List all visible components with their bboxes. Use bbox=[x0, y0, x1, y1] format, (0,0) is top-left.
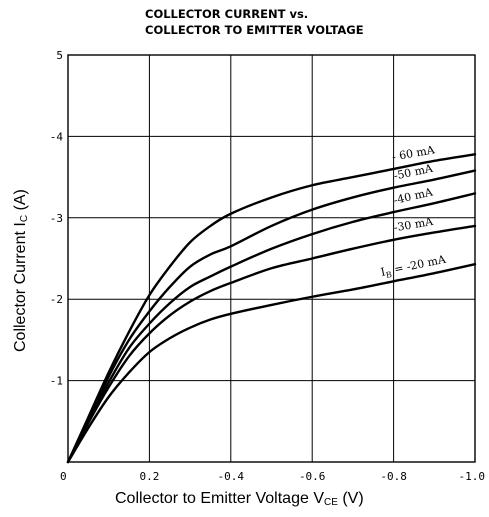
y-axis-label-sub: C bbox=[19, 215, 30, 222]
series-line bbox=[66, 262, 477, 464]
series-line bbox=[66, 224, 477, 464]
x-tick-label: 0.2 bbox=[139, 470, 159, 483]
x-tick-label: -0.6 bbox=[299, 470, 326, 483]
y-tick-label: 5 bbox=[56, 49, 63, 62]
y-axis-label-unit: (A) bbox=[12, 189, 29, 215]
plot-frame bbox=[67, 54, 476, 463]
x-tick-label: 0 bbox=[60, 470, 67, 483]
y-tick-label: -2 bbox=[50, 293, 63, 306]
x-axis-label-unit: (V) bbox=[338, 490, 364, 507]
series-label: -50 mA bbox=[393, 162, 435, 183]
x-axis-label-text: Collector to Emitter Voltage V bbox=[115, 490, 324, 507]
x-tick-label: -1.0 bbox=[459, 470, 486, 483]
x-axis-label-sub: CE bbox=[324, 497, 338, 508]
series-line bbox=[66, 192, 477, 464]
y-tick-label: -1 bbox=[50, 375, 63, 388]
chart-title-line-1: COLLECTOR CURRENT vs. bbox=[145, 7, 308, 21]
x-tick-label: -0.4 bbox=[218, 470, 245, 483]
series-line bbox=[66, 153, 477, 464]
series-line bbox=[66, 169, 477, 464]
y-axis-label-text: Collector Current I bbox=[12, 222, 29, 352]
ticks: 0 0.2 -0.4 -0.6 -0.8 -1.0 -1 -2 -3 -4 5 bbox=[50, 49, 485, 483]
x-axis-label: Collector to Emitter Voltage VCE (V) bbox=[115, 490, 364, 508]
y-tick-label: -4 bbox=[50, 130, 64, 143]
chart-title-line-2: COLLECTOR TO EMITTER VOLTAGE bbox=[145, 23, 364, 37]
x-tick-label: -0.8 bbox=[380, 470, 407, 483]
y-axis-label: Collector Current IC (A) bbox=[12, 189, 30, 352]
y-tick-label: -3 bbox=[50, 212, 63, 225]
curves bbox=[66, 153, 477, 464]
